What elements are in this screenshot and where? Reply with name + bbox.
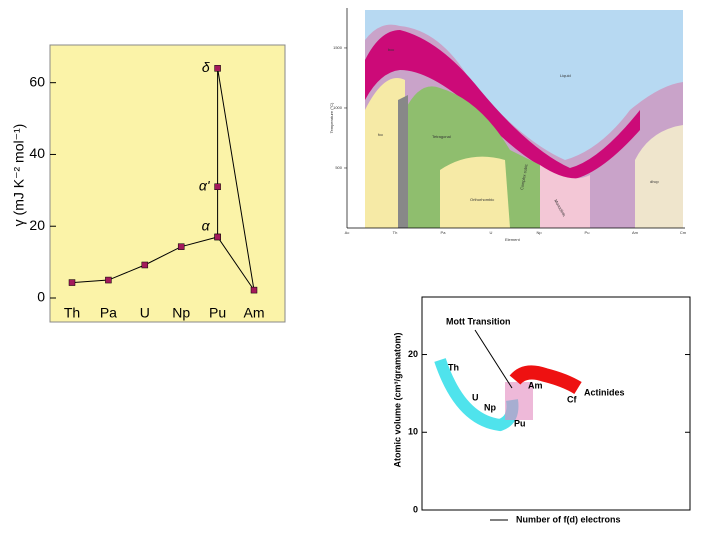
y-tick-label: 10: [408, 427, 418, 437]
y-tick-label: 20: [29, 217, 45, 233]
y-axis-label: Atomic volume (cm³/gramatom): [392, 332, 402, 467]
arrow: [474, 329, 513, 389]
point: [177, 243, 185, 250]
x-axis-label: Number of f(d) electrons: [516, 514, 621, 524]
annotation: α: [202, 218, 211, 234]
x-tick-label: Cm: [680, 230, 687, 235]
y-tick-label: 500: [335, 165, 342, 170]
x-tick-label: Th: [393, 230, 398, 235]
y-tick-label: 40: [29, 145, 45, 161]
band: [509, 365, 582, 395]
y-tick-label: 20: [408, 349, 418, 359]
label: Th: [448, 362, 459, 372]
region-label: Liquid: [560, 73, 571, 78]
label: Pu: [514, 418, 526, 428]
x-tick-label: U: [140, 305, 150, 321]
x-tick-label: Pu: [585, 230, 590, 235]
label: Np: [484, 402, 496, 412]
annotation: α': [199, 177, 211, 193]
annotation: δ: [202, 59, 210, 75]
region-label: fcc: [378, 132, 383, 137]
x-tick-label: Th: [64, 305, 80, 321]
y-axis-label: γ (mJ K⁻² mol⁻¹): [11, 124, 27, 227]
region-label: dhcp: [650, 179, 659, 184]
point: [105, 276, 112, 284]
y-axis-label: Temperature (°C): [329, 102, 334, 133]
x-tick-label: Am: [244, 305, 265, 321]
point: [214, 233, 221, 241]
x-tick-label: Am: [632, 230, 639, 235]
point: [141, 261, 149, 269]
x-tick-label: Np: [172, 305, 190, 321]
point: [214, 183, 221, 191]
x-tick-label: Pu: [209, 305, 226, 321]
region-label: bcc: [388, 47, 394, 52]
point: [214, 65, 221, 72]
mott-region: [505, 382, 533, 420]
label: U: [472, 392, 479, 402]
x-tick-label: Np: [536, 230, 542, 235]
region-label: Tetragonal: [432, 134, 451, 139]
x-axis-label: Element: [505, 237, 521, 242]
panel: [49, 44, 286, 323]
region-label: Complex cubic: [519, 164, 528, 191]
y-tick-label: 1000: [333, 105, 343, 110]
point: [68, 279, 76, 286]
frame: [421, 296, 691, 511]
phase-regions: [365, 10, 683, 228]
x-tick-label: Pa: [441, 230, 447, 235]
y-tick-label: 0: [37, 289, 45, 305]
point: [250, 286, 258, 294]
region-label: Orthorhombic: [470, 197, 494, 202]
x-tick-label: U: [490, 230, 493, 235]
line: [71, 236, 255, 291]
label: Am: [528, 380, 543, 390]
x-tick-label: Pa: [100, 305, 117, 321]
y-tick-label: 60: [29, 73, 45, 89]
label: Cf: [567, 394, 577, 404]
y-tick-label: 0: [413, 504, 418, 514]
annotation: Mott Transition: [446, 316, 511, 326]
x-tick-label: Ac: [345, 230, 350, 235]
y-tick-label: 1500: [333, 45, 343, 50]
label: Actinides: [584, 387, 625, 397]
